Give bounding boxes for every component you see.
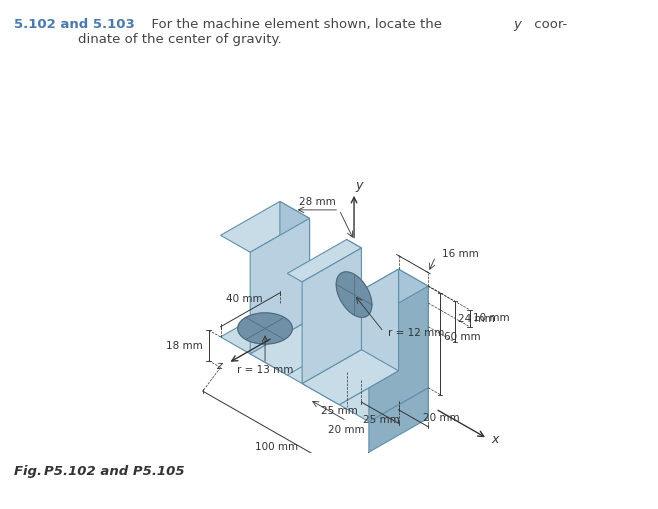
Text: x: x	[492, 432, 499, 445]
Polygon shape	[399, 270, 428, 388]
Polygon shape	[309, 320, 347, 372]
Polygon shape	[369, 287, 428, 422]
Text: P5.102 and P5.105: P5.102 and P5.105	[44, 464, 185, 477]
Text: 28 mm: 28 mm	[299, 196, 336, 207]
Text: Fig.: Fig.	[14, 464, 50, 477]
Polygon shape	[250, 320, 347, 375]
Text: 10 mm: 10 mm	[473, 312, 509, 322]
Text: 16 mm: 16 mm	[442, 248, 478, 258]
Text: 60 mm: 60 mm	[444, 331, 480, 342]
Polygon shape	[280, 303, 428, 418]
Polygon shape	[361, 350, 399, 402]
Text: 25 mm: 25 mm	[363, 414, 400, 425]
Polygon shape	[302, 248, 361, 384]
Text: coor-: coor-	[530, 18, 568, 31]
Polygon shape	[336, 272, 372, 318]
Text: r = 12 mm: r = 12 mm	[388, 327, 444, 337]
Polygon shape	[220, 303, 428, 422]
Text: r = 13 mm: r = 13 mm	[237, 364, 293, 374]
Text: For the machine element shown, locate the: For the machine element shown, locate th…	[143, 18, 449, 31]
Polygon shape	[250, 219, 309, 354]
Text: 5.102 and 5.103: 5.102 and 5.103	[14, 18, 136, 31]
Polygon shape	[347, 240, 361, 350]
Polygon shape	[302, 350, 399, 405]
Polygon shape	[340, 270, 399, 405]
Polygon shape	[280, 202, 309, 320]
Text: 20 mm: 20 mm	[328, 424, 365, 434]
Polygon shape	[220, 202, 309, 253]
Polygon shape	[369, 388, 428, 452]
Text: dinate of the center of gravity.: dinate of the center of gravity.	[78, 33, 281, 46]
Text: 18 mm: 18 mm	[166, 341, 203, 351]
Polygon shape	[288, 240, 361, 282]
Polygon shape	[340, 270, 428, 320]
Text: y: y	[513, 18, 521, 31]
Text: y: y	[355, 178, 363, 191]
Text: z: z	[216, 360, 222, 370]
Text: 24 mm: 24 mm	[458, 313, 495, 323]
Text: 20 mm: 20 mm	[422, 412, 459, 422]
Text: 25 mm: 25 mm	[321, 405, 357, 415]
Text: 40 mm: 40 mm	[226, 294, 263, 304]
Polygon shape	[238, 313, 292, 345]
Text: 100 mm: 100 mm	[255, 441, 299, 451]
